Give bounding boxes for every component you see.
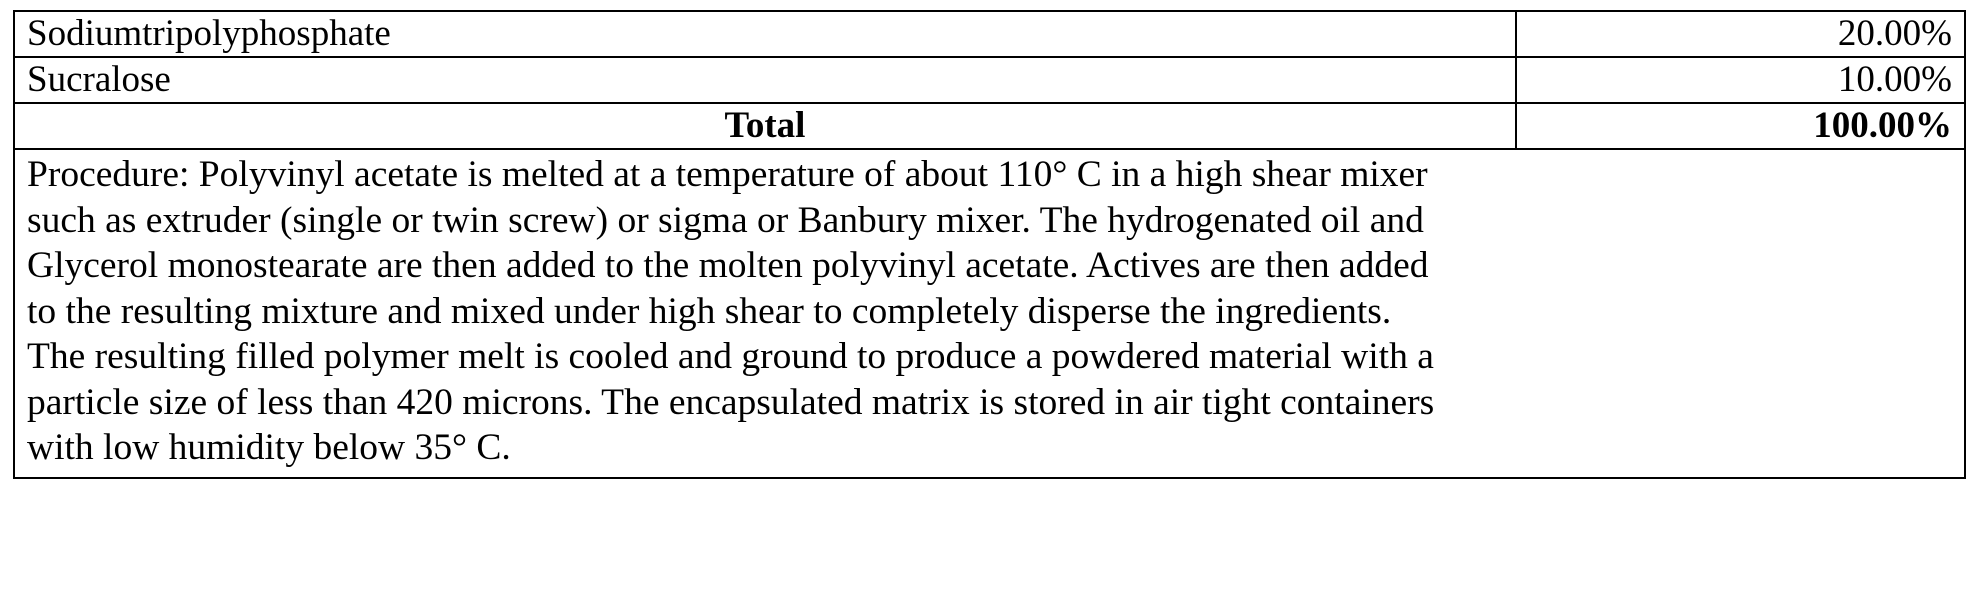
procedure-text: Procedure: Polyvinyl acetate is melted a… <box>14 149 1965 478</box>
procedure-line: to the resulting mixture and mixed under… <box>27 289 1952 335</box>
table-row: Sucralose 10.00% <box>14 57 1965 103</box>
total-percent: 100.00% <box>1516 103 1965 149</box>
procedure-line: Procedure: Polyvinyl acetate is melted a… <box>27 152 1952 198</box>
formulation-table: Sodiumtripolyphosphate 20.00% Sucralose … <box>13 10 1966 479</box>
ingredient-percent: 10.00% <box>1516 57 1965 103</box>
ingredient-name: Sodiumtripolyphosphate <box>14 11 1516 57</box>
procedure-line: The resulting filled polymer melt is coo… <box>27 334 1952 380</box>
procedure-line: with low humidity below 35° C. <box>27 425 1952 471</box>
ingredient-name: Sucralose <box>14 57 1516 103</box>
procedure-line: Glycerol monostearate are then added to … <box>27 243 1952 289</box>
total-row: Total 100.00% <box>14 103 1965 149</box>
total-label: Total <box>14 103 1516 149</box>
procedure-line: particle size of less than 420 microns. … <box>27 380 1952 426</box>
ingredient-percent: 20.00% <box>1516 11 1965 57</box>
procedure-line: such as extruder (single or twin screw) … <box>27 198 1952 244</box>
table-row: Sodiumtripolyphosphate 20.00% <box>14 11 1965 57</box>
procedure-row: Procedure: Polyvinyl acetate is melted a… <box>14 149 1965 478</box>
